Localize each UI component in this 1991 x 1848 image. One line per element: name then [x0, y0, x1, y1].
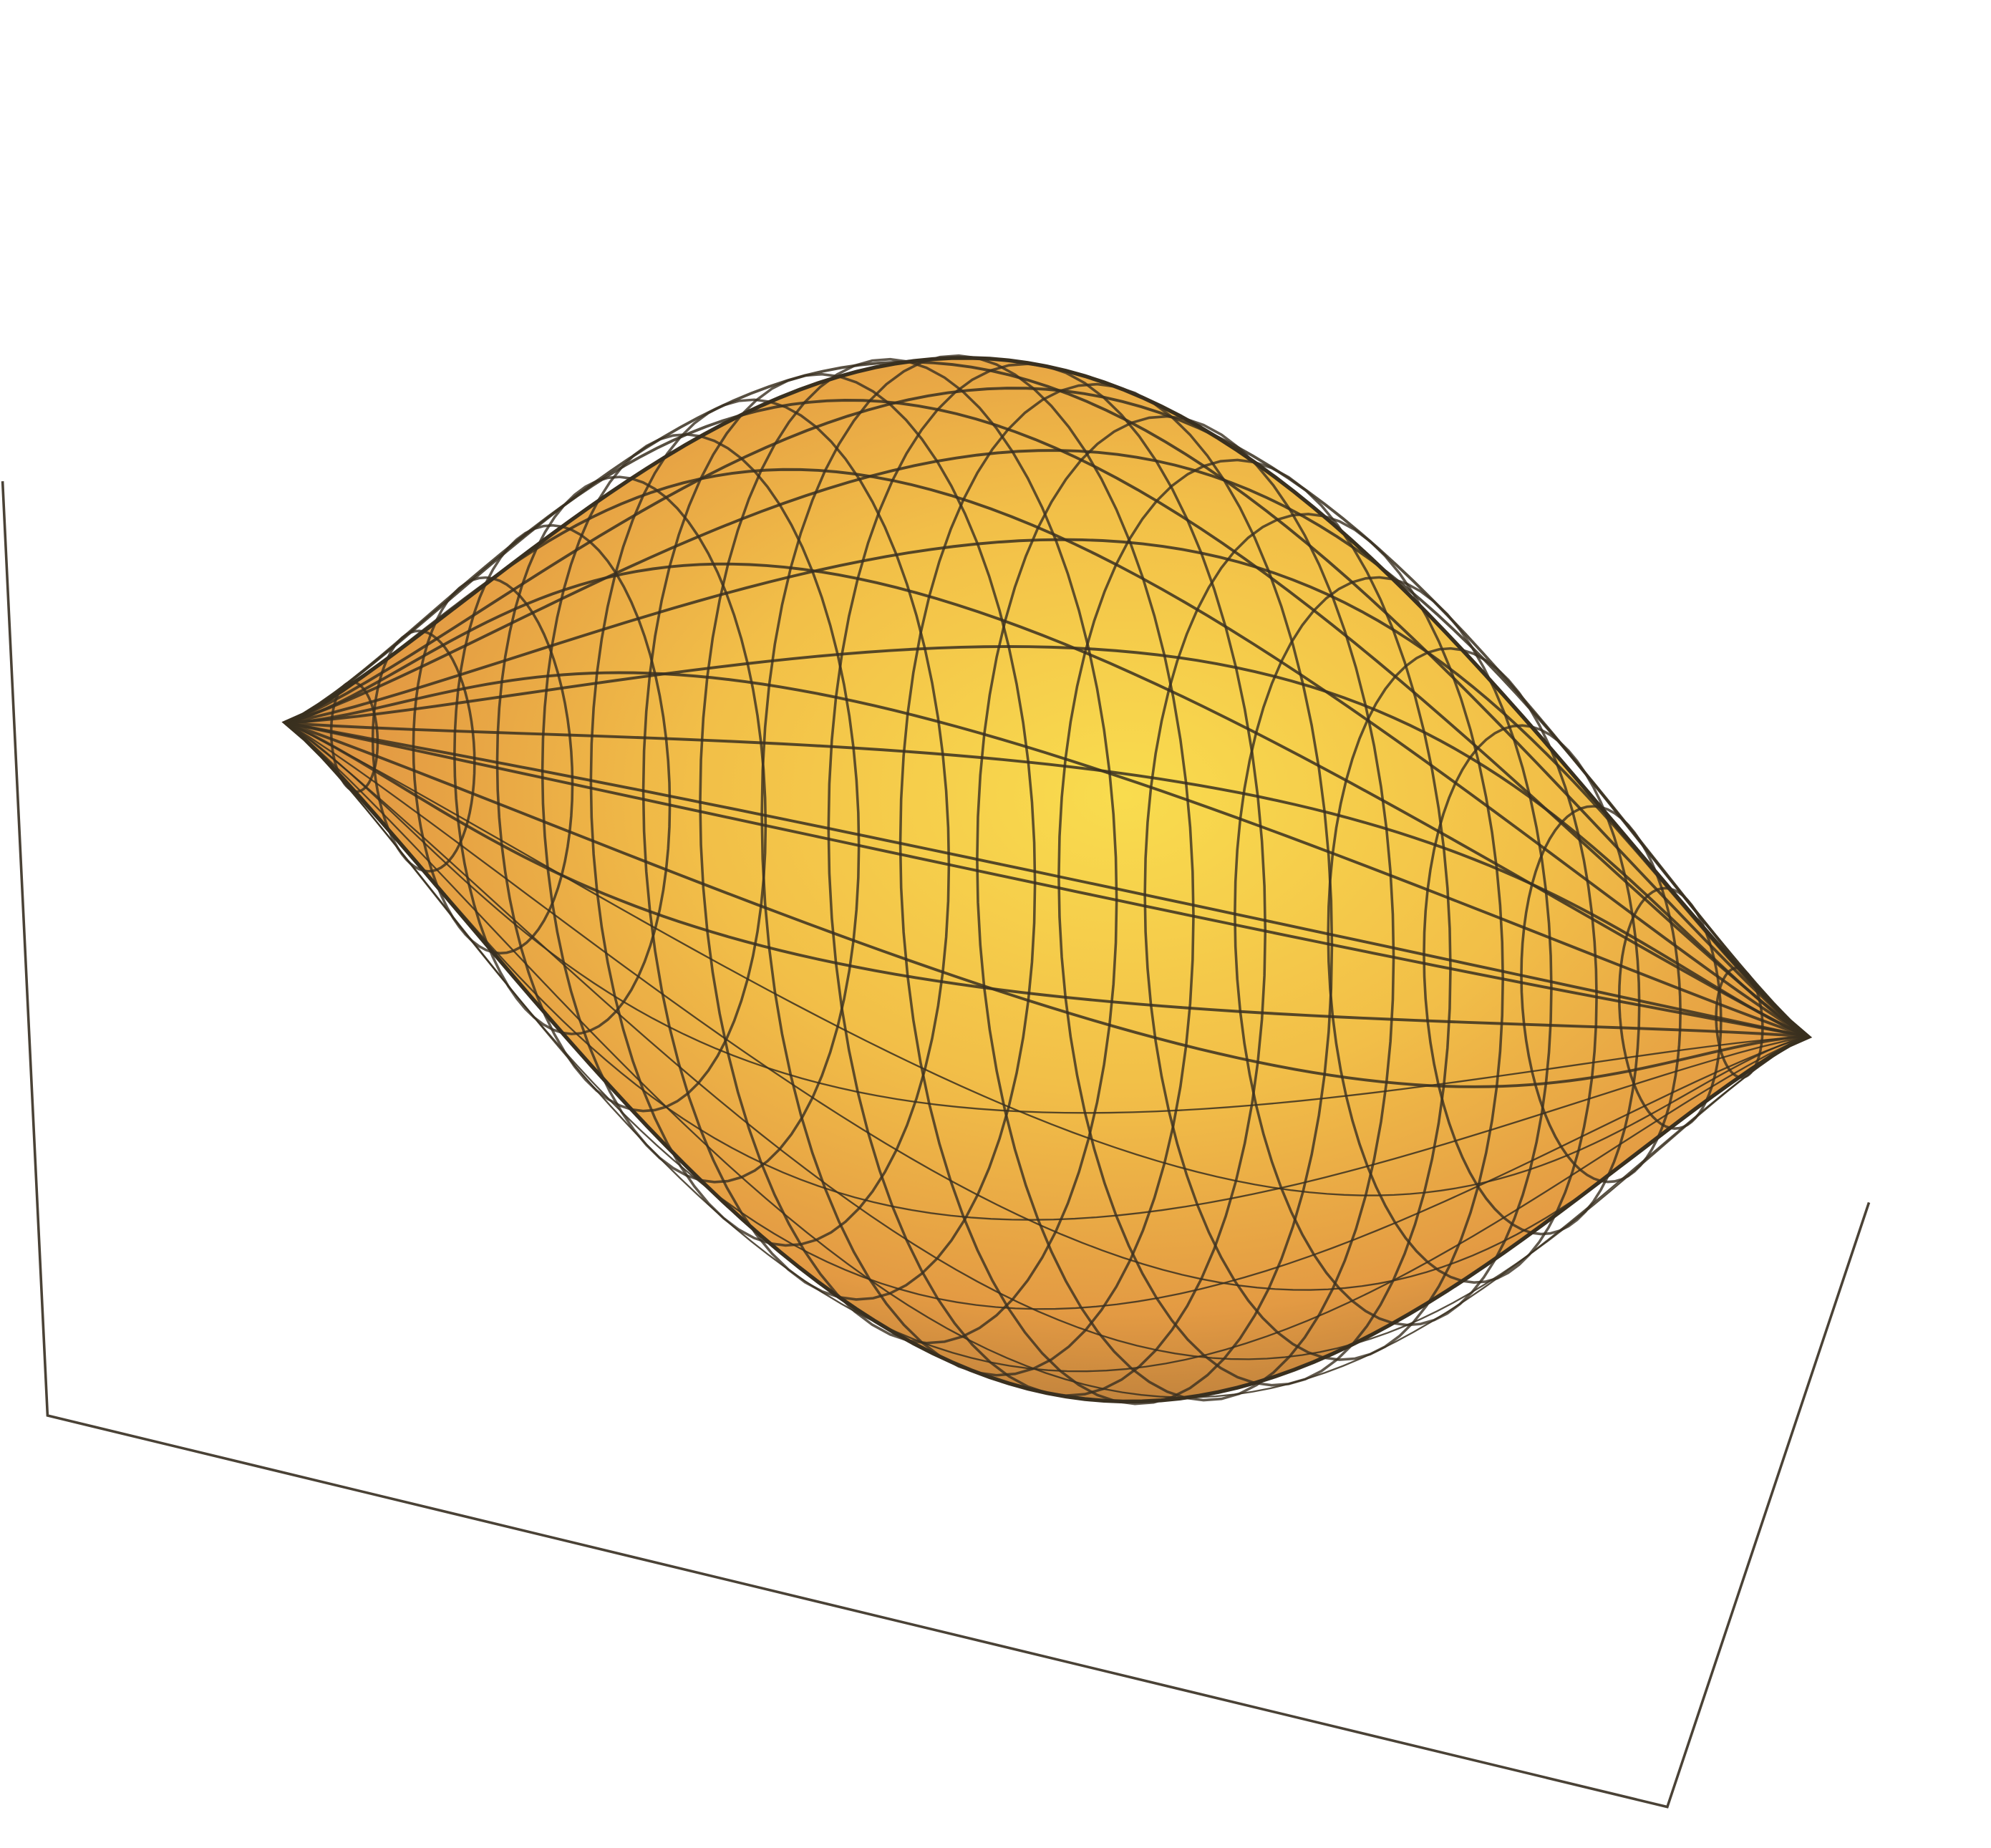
bounding-box — [1, 481, 1871, 1809]
parallel-line — [1423, 724, 1641, 1236]
parallel-line — [495, 475, 767, 1113]
parallel-line — [1143, 513, 1504, 1361]
parallel-line — [1520, 805, 1682, 1184]
parallel-line — [699, 357, 1118, 1345]
parallel-line — [1234, 576, 1553, 1327]
surface-fill — [281, 356, 1813, 1404]
parallel-line — [1715, 966, 1764, 1079]
parallel-line — [898, 382, 1334, 1406]
parallel-line — [412, 576, 574, 955]
parallel-line — [976, 415, 1395, 1402]
parallel-line — [1057, 458, 1452, 1387]
parallel-line — [1617, 886, 1723, 1130]
parallel-line — [1327, 647, 1598, 1285]
parallel-line — [541, 432, 861, 1184]
parallel-line — [827, 362, 1267, 1397]
lemon-surface — [281, 354, 1813, 1406]
parallel-line — [371, 629, 476, 873]
parallel-line — [589, 398, 951, 1247]
parallel-line — [453, 523, 672, 1035]
parallel-line — [760, 354, 1195, 1377]
